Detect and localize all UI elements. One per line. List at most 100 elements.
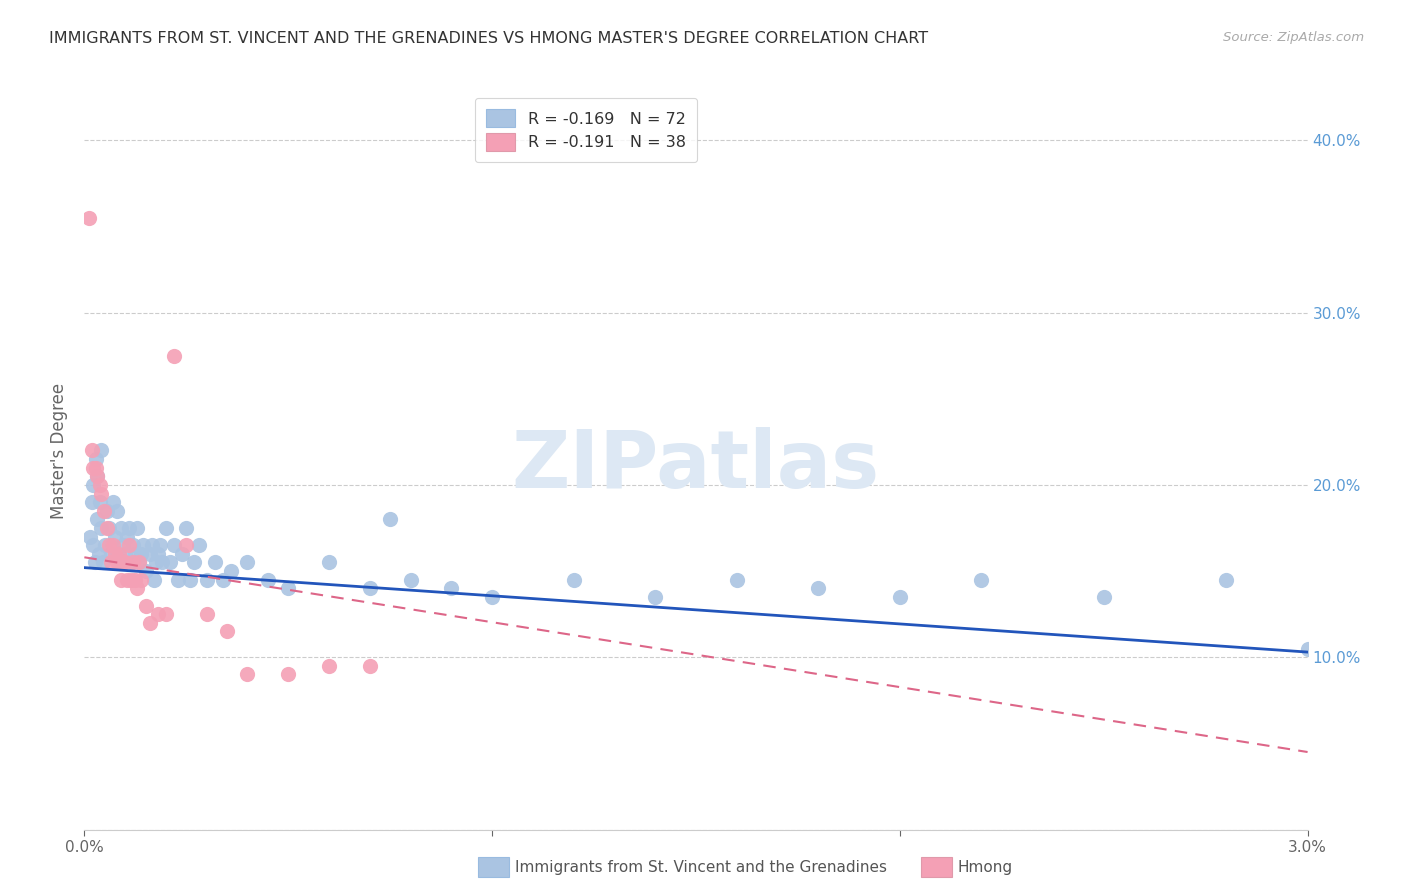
Point <box>970 573 993 587</box>
Point <box>82 478 104 492</box>
Point <box>86 469 108 483</box>
Point <box>187 538 209 552</box>
Point <box>114 556 136 570</box>
Point <box>142 573 165 587</box>
Point <box>179 573 201 587</box>
Point <box>80 495 103 509</box>
Point <box>108 547 131 561</box>
Point <box>149 538 172 552</box>
Point <box>132 538 155 552</box>
Point <box>104 530 127 544</box>
Text: Source: ZipAtlas.com: Source: ZipAtlas.com <box>1223 31 1364 45</box>
Point <box>217 624 239 639</box>
Point <box>89 495 111 509</box>
Point <box>120 573 142 587</box>
Point <box>380 512 402 526</box>
Point <box>101 495 124 509</box>
Point <box>399 573 422 587</box>
Point <box>82 538 104 552</box>
Point <box>82 460 104 475</box>
Point <box>90 521 112 535</box>
Point <box>105 504 128 518</box>
Point <box>807 582 830 596</box>
Point <box>131 547 153 561</box>
Point <box>481 590 503 604</box>
Point <box>86 512 108 526</box>
Point <box>90 443 112 458</box>
Point <box>112 556 135 570</box>
Legend: R = -0.169   N = 72, R = -0.191   N = 38: R = -0.169 N = 72, R = -0.191 N = 38 <box>475 98 697 161</box>
Point <box>644 590 666 604</box>
Point <box>115 573 138 587</box>
Text: ZIPatlas: ZIPatlas <box>512 426 880 505</box>
Point <box>146 607 169 622</box>
Point <box>146 547 169 561</box>
Text: Immigrants from St. Vincent and the Grenadines: Immigrants from St. Vincent and the Gren… <box>515 861 887 875</box>
Point <box>141 538 163 552</box>
Point <box>127 582 149 596</box>
Point <box>104 547 127 561</box>
Point <box>118 521 141 535</box>
Point <box>91 556 114 570</box>
Point <box>96 504 118 518</box>
Point <box>219 564 242 578</box>
Point <box>110 573 132 587</box>
Point <box>277 667 299 681</box>
Point <box>318 556 340 570</box>
Point <box>89 478 111 492</box>
Point <box>145 556 167 570</box>
Point <box>97 521 120 535</box>
Point <box>135 599 157 613</box>
Point <box>87 547 110 561</box>
Point <box>120 556 142 570</box>
Point <box>725 573 748 587</box>
Point <box>115 530 138 544</box>
Point <box>138 615 160 630</box>
Point <box>257 573 280 587</box>
Point <box>318 658 340 673</box>
Point <box>1296 641 1319 656</box>
Point <box>93 504 115 518</box>
Point <box>93 538 117 552</box>
Point <box>359 658 381 673</box>
Point <box>77 211 100 225</box>
Point <box>118 538 141 552</box>
Point <box>127 521 149 535</box>
Point <box>163 538 186 552</box>
Point <box>122 556 145 570</box>
Point <box>97 538 120 552</box>
Point <box>204 556 226 570</box>
Point <box>80 443 103 458</box>
Point <box>183 556 205 570</box>
Point <box>159 556 181 570</box>
Point <box>889 590 911 604</box>
Point <box>96 521 118 535</box>
Point <box>84 452 107 467</box>
Point <box>79 530 101 544</box>
Point <box>150 556 173 570</box>
Y-axis label: Master's Degree: Master's Degree <box>49 383 67 518</box>
Text: IMMIGRANTS FROM ST. VINCENT AND THE GRENADINES VS HMONG MASTER'S DEGREE CORRELAT: IMMIGRANTS FROM ST. VINCENT AND THE GREN… <box>49 31 928 46</box>
Point <box>100 547 122 561</box>
Point <box>110 521 132 535</box>
Point <box>114 547 136 561</box>
Point <box>1215 573 1237 587</box>
Point <box>128 556 150 570</box>
Point <box>128 556 150 570</box>
Point <box>163 349 186 363</box>
Point <box>155 521 177 535</box>
Point <box>100 556 122 570</box>
Point <box>101 538 124 552</box>
Point <box>155 607 177 622</box>
Point <box>167 573 190 587</box>
Point <box>108 556 131 570</box>
Point <box>212 573 235 587</box>
Point <box>236 556 259 570</box>
Point <box>122 538 145 552</box>
Point <box>236 667 259 681</box>
Point <box>135 564 157 578</box>
Point <box>359 582 381 596</box>
Point <box>195 573 218 587</box>
Point <box>138 547 160 561</box>
Point <box>84 460 107 475</box>
